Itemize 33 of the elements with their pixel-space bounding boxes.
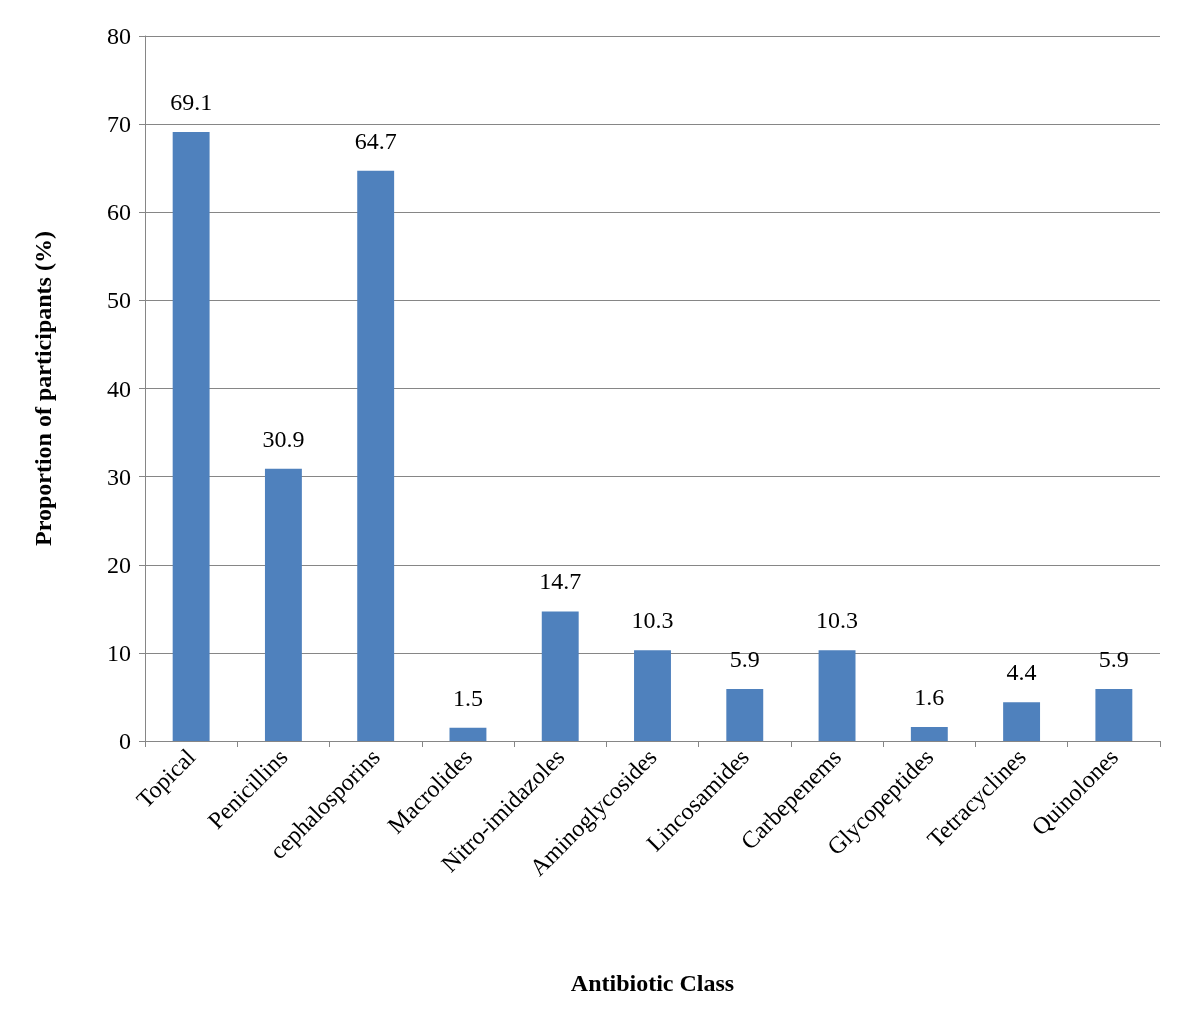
y-tick-label: 0 xyxy=(119,728,131,754)
data-label: 5.9 xyxy=(729,646,760,673)
bar xyxy=(449,727,487,741)
data-label: 4.4 xyxy=(1006,659,1037,686)
y-axis-title: Proportion of participants (%) xyxy=(30,231,56,546)
data-label: 1.5 xyxy=(452,684,483,711)
y-tick-label: 10 xyxy=(107,639,131,666)
data-label: 10.3 xyxy=(631,607,674,634)
bar xyxy=(634,650,671,741)
bar xyxy=(726,689,764,741)
bar xyxy=(1095,689,1133,741)
y-tick-label: 40 xyxy=(107,375,131,402)
bar xyxy=(172,132,210,741)
data-label: 64.7 xyxy=(354,127,397,154)
data-label: 69.1 xyxy=(170,89,213,116)
bar xyxy=(264,468,302,741)
data-label: 1.6 xyxy=(914,683,945,710)
y-tick-label: 20 xyxy=(107,551,131,578)
x-axis-title: Antibiotic Class xyxy=(570,970,735,996)
data-label: 30.9 xyxy=(262,425,305,452)
y-tick-label: 70 xyxy=(107,111,131,138)
bar xyxy=(910,726,948,741)
y-tick-label: 30 xyxy=(107,463,131,490)
bar xyxy=(818,650,856,741)
bar xyxy=(1003,702,1041,741)
y-tick-label: 50 xyxy=(107,287,131,314)
y-tick-label: 80 xyxy=(107,23,131,49)
bar xyxy=(541,611,579,741)
bar xyxy=(357,170,395,741)
data-label: 14.7 xyxy=(539,568,582,595)
data-label: 5.9 xyxy=(1098,646,1129,673)
y-tick-label: 60 xyxy=(107,199,131,226)
data-label: 10.3 xyxy=(816,607,859,634)
